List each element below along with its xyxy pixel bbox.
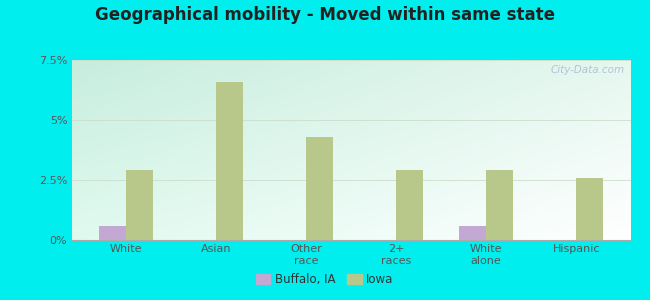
- Bar: [577, 178, 603, 240]
- Text: City-Data.com: City-Data.com: [551, 65, 625, 75]
- Bar: [396, 170, 423, 240]
- Legend: Buffalo, IA, Iowa: Buffalo, IA, Iowa: [252, 269, 398, 291]
- Bar: [486, 170, 514, 240]
- Bar: [216, 82, 243, 240]
- Bar: [459, 226, 486, 240]
- Text: Geographical mobility - Moved within same state: Geographical mobility - Moved within sam…: [95, 6, 555, 24]
- Bar: [306, 137, 333, 240]
- Bar: [125, 170, 153, 240]
- Bar: [99, 226, 125, 240]
